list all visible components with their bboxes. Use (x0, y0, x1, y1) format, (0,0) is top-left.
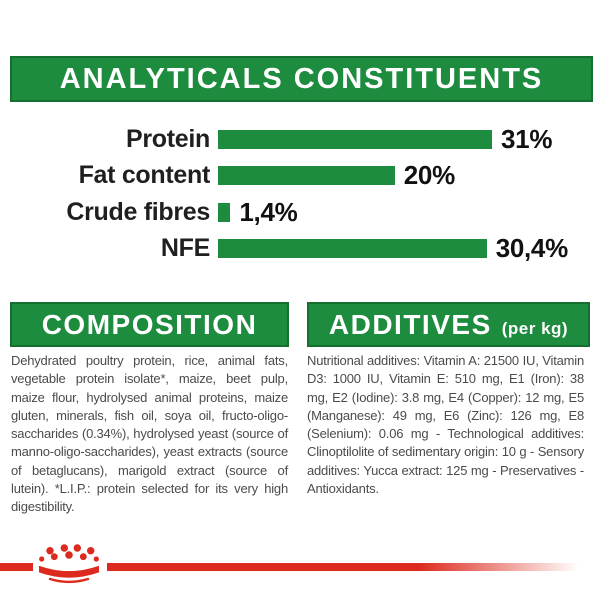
chart-value-label: 30,4% (495, 233, 569, 264)
chart-bar (218, 202, 231, 222)
chart-bar (218, 239, 487, 259)
chart-value-label: 20% (403, 160, 455, 191)
additives-subtitle: (per kg) (501, 318, 569, 338)
chart-value-label: 31% (501, 123, 553, 154)
chart-row: Fat content 20% (0, 158, 600, 195)
chart-value-label: 1,4% (239, 196, 298, 227)
composition-header: COMPOSITION (10, 302, 289, 347)
chart-category-label: Protein (125, 124, 210, 153)
chart-category-label: NFE (160, 234, 210, 263)
chart-bar (218, 129, 492, 149)
royal-canin-crown-logo (39, 544, 99, 584)
chart-bar (218, 166, 395, 186)
analyticals-title: ANALYTICALS CONSTITUENTS (59, 62, 544, 95)
additives-header: ADDITIVES (per kg) (307, 302, 590, 347)
additives-title: ADDITIVES (328, 308, 492, 340)
chart-row: Crude fibres 1,4% (0, 194, 600, 231)
composition-title: COMPOSITION (41, 308, 258, 340)
red-divider-right (107, 563, 579, 571)
chart-category-label: Crude fibres (66, 197, 210, 226)
analyticals-constituents-header: ANALYTICALS CONSTITUENTS (10, 56, 593, 102)
composition-body-text: Dehydrated poultry protein, rice, animal… (11, 353, 288, 515)
additives-body-text: Nutritional additives: Vitamin A: 21500 … (307, 353, 584, 497)
red-divider-left (0, 563, 33, 571)
chart-row: Protein 31% (0, 121, 600, 158)
chart-row: NFE 30,4% (0, 231, 600, 268)
chart-category-label: Fat content (78, 161, 211, 190)
nutrition-bar-chart: Protein 31% Fat content 20% Crude fibres… (0, 121, 600, 267)
